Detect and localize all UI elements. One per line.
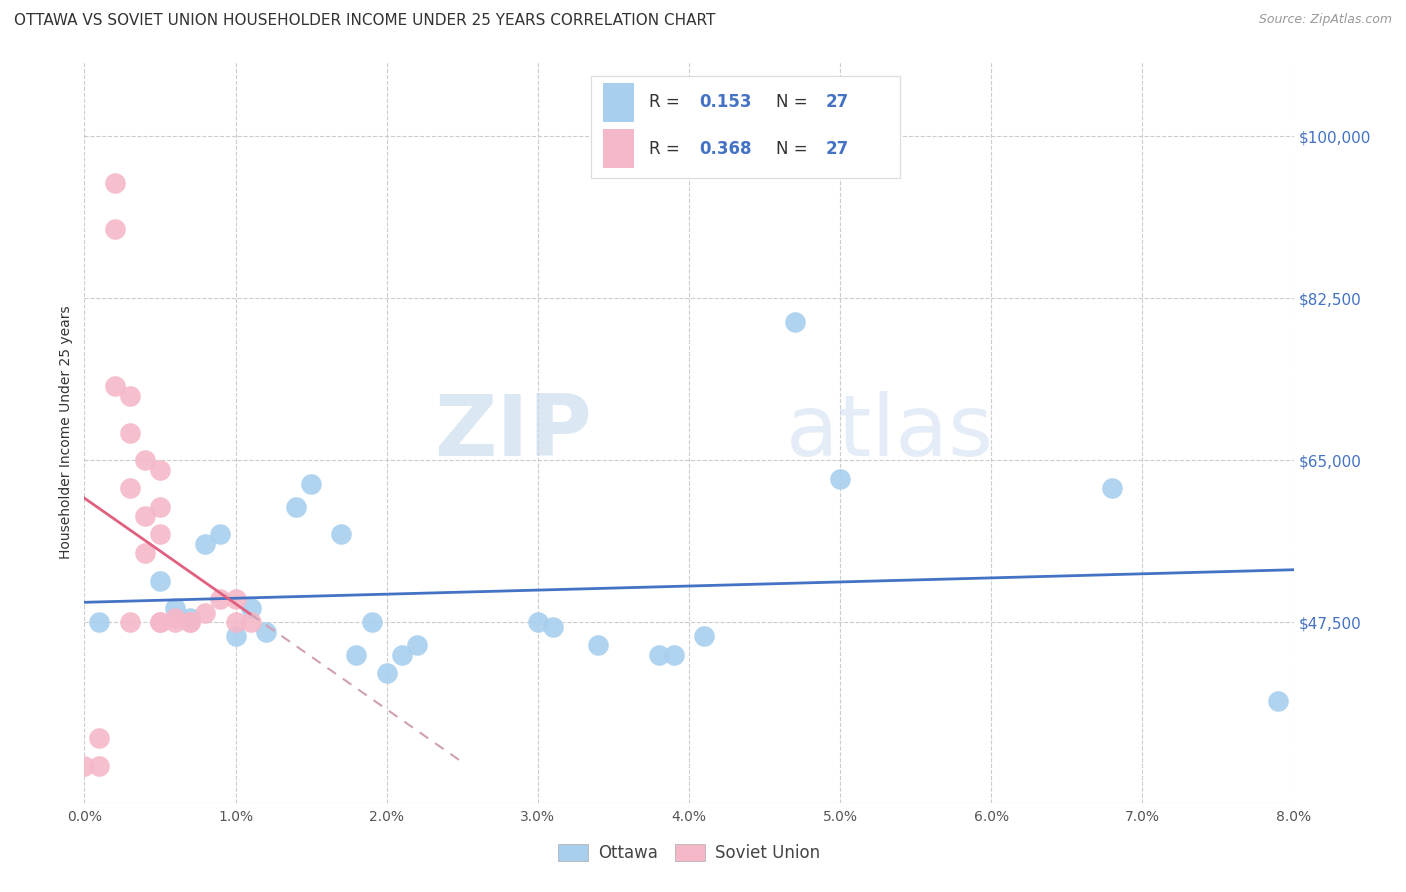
Point (527, 615, 550, 630)
Text: R =: R = (650, 94, 685, 112)
Point (179, 610, 201, 624)
Point (73, 758, 96, 772)
Point (693, 629, 716, 643)
Point (179, 615, 201, 630)
Text: 27: 27 (825, 140, 849, 158)
Text: ZIP: ZIP (434, 391, 592, 475)
Point (165, 610, 187, 624)
Point (330, 527, 353, 541)
Point (89, 758, 111, 772)
Point (118, 481, 141, 495)
Point (118, 615, 141, 630)
Point (299, 476, 322, 491)
Point (391, 648, 413, 662)
Point (239, 615, 262, 630)
Text: N =: N = (776, 140, 813, 158)
Text: N =: N = (776, 94, 813, 112)
Text: OTTAWA VS SOVIET UNION HOUSEHOLDER INCOME UNDER 25 YEARS CORRELATION CHART: OTTAWA VS SOVIET UNION HOUSEHOLDER INCOM… (14, 13, 716, 29)
Point (225, 615, 247, 630)
Point (134, 453, 156, 467)
Point (209, 592, 232, 607)
Point (254, 624, 277, 639)
Point (225, 592, 247, 607)
Point (149, 615, 172, 630)
Point (165, 601, 187, 615)
Point (149, 462, 172, 476)
Point (285, 500, 308, 514)
Point (104, 222, 127, 236)
Point (1267, 694, 1289, 708)
Point (104, 379, 127, 393)
Text: Source: ZipAtlas.com: Source: ZipAtlas.com (1258, 13, 1392, 27)
Text: atlas: atlas (786, 391, 994, 475)
Point (194, 606, 217, 620)
Point (149, 527, 172, 541)
Legend: Ottawa, Soviet Union: Ottawa, Soviet Union (551, 837, 827, 869)
Point (648, 648, 671, 662)
Point (134, 546, 156, 560)
Point (149, 574, 172, 588)
Text: 0.153: 0.153 (699, 94, 751, 112)
Y-axis label: Householder Income Under 25 years: Householder Income Under 25 years (59, 306, 73, 559)
Text: 27: 27 (825, 94, 849, 112)
Point (149, 500, 172, 514)
Point (225, 629, 247, 643)
Point (149, 615, 172, 630)
Point (134, 508, 156, 523)
Point (541, 620, 564, 634)
Point (662, 648, 685, 662)
Point (194, 536, 217, 550)
Point (239, 601, 262, 615)
Bar (603, 129, 634, 168)
Point (360, 615, 382, 630)
Point (375, 666, 398, 681)
Text: R =: R = (650, 140, 685, 158)
Text: 0.368: 0.368 (699, 140, 751, 158)
Point (89, 615, 111, 630)
Point (1101, 481, 1123, 495)
Point (406, 639, 429, 653)
Point (783, 314, 806, 328)
Point (104, 176, 127, 190)
Point (165, 615, 187, 630)
Point (118, 425, 141, 440)
Point (209, 527, 232, 541)
Point (346, 648, 368, 662)
Point (588, 639, 610, 653)
Point (830, 472, 852, 486)
Point (118, 388, 141, 402)
Bar (603, 83, 634, 122)
Point (179, 615, 201, 630)
Point (89, 731, 111, 745)
